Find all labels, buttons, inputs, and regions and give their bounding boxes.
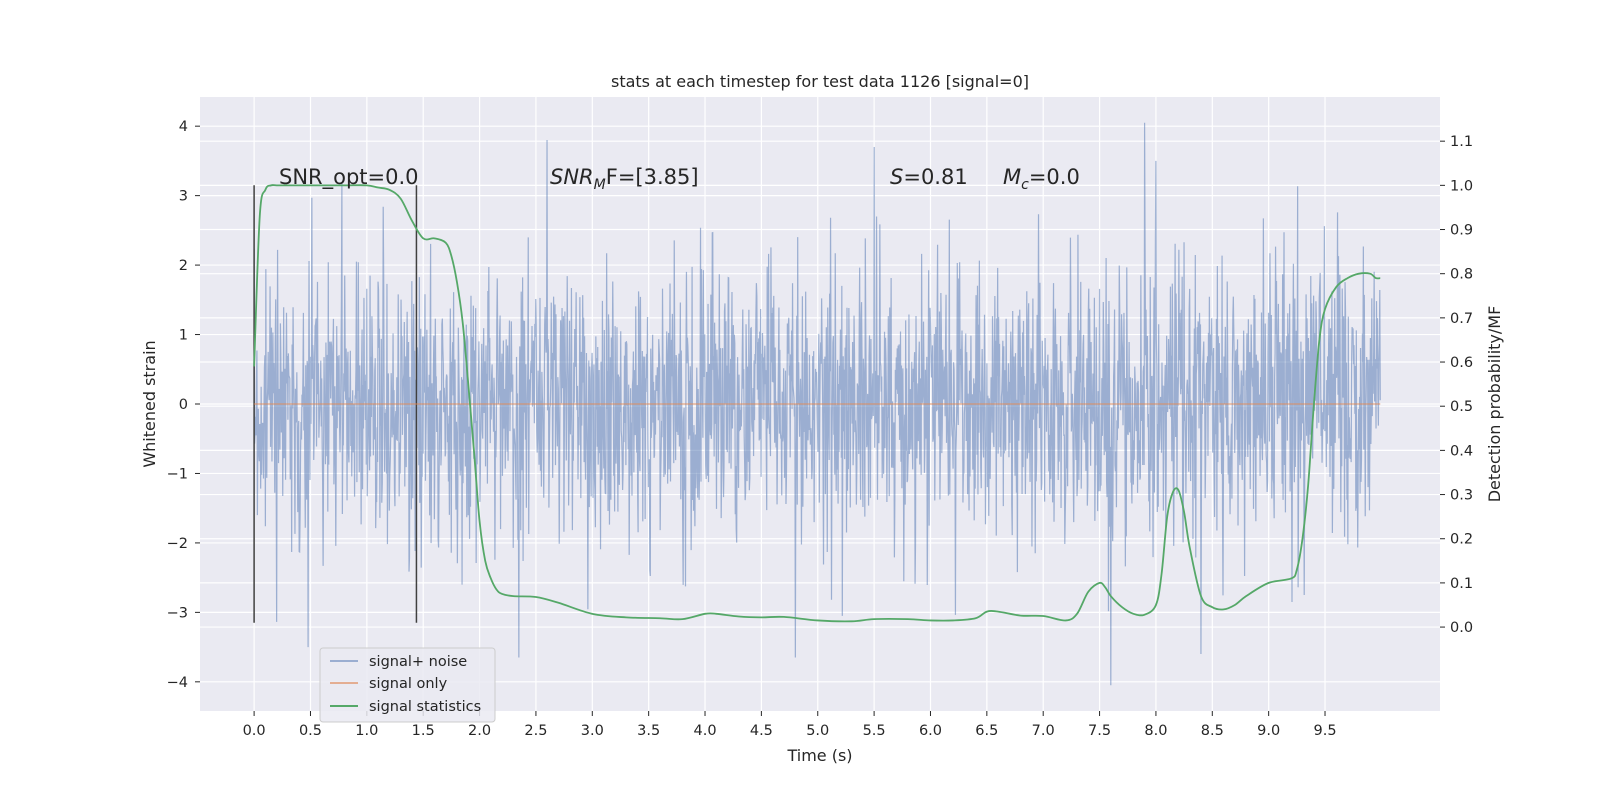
x-axis-label: Time (s) (786, 746, 852, 765)
x-tick-label: 1.0 (355, 723, 378, 739)
y-left-tick-label: 3 (179, 189, 188, 205)
x-tick-label: 9.5 (1313, 723, 1336, 739)
y-left-tick-label: −1 (167, 466, 188, 482)
x-tick-label: 6.0 (919, 723, 942, 739)
y-left-tick-label: 1 (179, 328, 188, 344)
y-right-tick-label: 0.5 (1450, 399, 1473, 415)
x-tick-label: 5.5 (863, 723, 886, 739)
x-tick-label: 6.5 (975, 723, 998, 739)
y-right-tick-label: 0.1 (1450, 576, 1473, 592)
annotation-snr-mf-tail: F=[3.85] (606, 165, 699, 189)
legend-label-stat: signal statistics (369, 699, 481, 715)
x-tick-label: 9.0 (1257, 723, 1280, 739)
legend-box (319, 647, 496, 723)
y-right-tick-label: 0.4 (1450, 443, 1473, 459)
legend-label-noise: signal+ noise (369, 654, 467, 670)
annotation-s-tail: =0.81 (903, 165, 967, 189)
x-tick-label: 2.0 (468, 723, 491, 739)
y-right-tick-label: 0.3 (1450, 488, 1473, 504)
x-tick-label: 4.5 (750, 723, 773, 739)
annotation-mc-main: M (1003, 165, 1021, 189)
annotation-snr-mf-main: SNR (550, 165, 594, 189)
x-tick-label: 4.0 (693, 723, 716, 739)
annotation-snr-mf-sub: M (594, 177, 606, 193)
chart-title: stats at each timestep for test data 112… (611, 72, 1029, 91)
noise-series (253, 122, 1381, 686)
x-tick-label: 1.5 (412, 723, 435, 739)
signal-statistics-line (253, 184, 1381, 623)
x-tick-label: 5.0 (806, 723, 829, 739)
y-right-tick-label: 0.8 (1450, 267, 1473, 283)
legend-label-signal: signal only (369, 676, 448, 692)
x-tick-label: 0.5 (299, 723, 322, 739)
y-right-tick-label: 0.9 (1450, 223, 1473, 239)
y-axis-right-ticks: 1.1 1.0 0.9 0.8 0.7 0.6 0.5 0.4 0.3 0.2 0.1 0.0 (1440, 134, 1473, 636)
annotation-snr-opt: SNR_opt=0.0 (279, 165, 419, 190)
x-tick-label: 0.0 (243, 723, 266, 739)
x-tick-label: 3.0 (581, 723, 604, 739)
y-right-tick-label: 0.0 (1450, 620, 1473, 636)
signal-statistics-series (253, 184, 1381, 623)
x-tick-label: 7.5 (1088, 723, 1111, 739)
x-tick-label: 8.5 (1201, 723, 1224, 739)
y-right-tick-label: 0.2 (1450, 532, 1473, 548)
noise-line (253, 122, 1381, 686)
y-right-tick-label: 0.7 (1450, 311, 1473, 327)
y-right-tick-label: 1.1 (1450, 134, 1473, 150)
annotation-snr-mf: SNRMF=[3.85] (550, 165, 699, 193)
x-axis-ticks: 0.0 0.5 1.0 1.5 2.0 2.5 3.0 3.5 4.0 4.5 5.0 5.5 6.0 6… (243, 711, 1337, 739)
y-left-tick-label: −4 (167, 675, 188, 691)
y-axis-right-label: Detection probability/MF (1485, 306, 1504, 503)
y-right-tick-label: 0.6 (1450, 355, 1473, 371)
y-axis-left-ticks: 4 3 2 1 0 −1 −2 −3 −4 (167, 119, 200, 691)
y-left-tick-label: 2 (179, 258, 188, 274)
x-tick-label: 2.5 (524, 723, 547, 739)
y-left-tick-label: −2 (167, 536, 188, 552)
annotation-mc: Mc=0.0 (1003, 165, 1080, 193)
y-left-tick-label: 4 (179, 119, 188, 135)
annotation-s: S=0.81 (890, 165, 968, 189)
annotation-mc-tail: =0.0 (1029, 165, 1080, 189)
y-left-tick-label: −3 (167, 605, 188, 621)
x-tick-label: 3.5 (637, 723, 660, 739)
y-left-tick-label: 0 (179, 397, 188, 413)
y-axis-left-label: Whitened strain (140, 340, 159, 467)
x-tick-label: 8.0 (1144, 723, 1167, 739)
x-tick-label: 7.0 (1032, 723, 1055, 739)
annotation-mc-sub: c (1021, 177, 1029, 193)
legend: signal+ noise signal only signal statist… (319, 647, 496, 723)
annotation-s-main: S (890, 165, 903, 189)
y-right-tick-label: 1.0 (1450, 178, 1473, 194)
